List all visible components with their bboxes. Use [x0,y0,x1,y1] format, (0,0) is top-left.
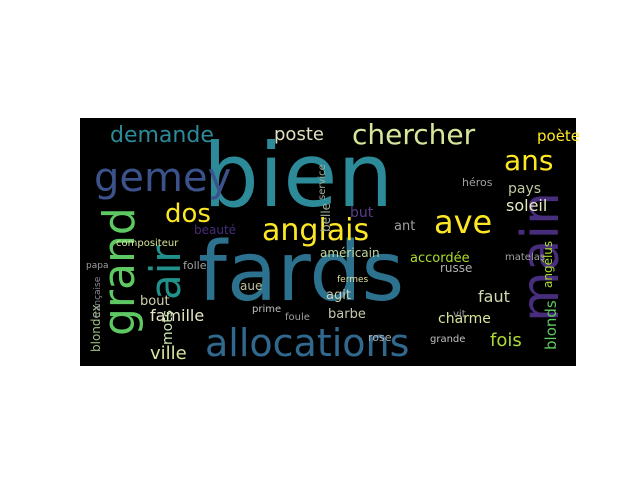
word: française [93,276,103,318]
word: grande [430,334,465,345]
word: barbe [328,307,366,322]
word: héros [462,176,493,189]
word: rose [368,331,392,344]
word: prime [252,304,281,315]
word: service [317,164,328,200]
word: papa [86,261,108,271]
word: faut [478,287,510,306]
word: famille [150,306,204,325]
word: pays [508,181,541,197]
word: but [350,205,374,221]
word: vit [453,309,466,320]
word: poste [274,124,324,145]
word: folle [183,259,207,272]
word: foule [285,312,310,323]
word: chercher [352,118,476,151]
word: poète [537,127,580,145]
word: agit [326,288,351,303]
word: fermes [337,275,369,285]
word: main [511,192,571,322]
word: matelas [505,252,545,263]
word: demande [110,123,214,148]
word: mots [160,310,176,345]
word: gemey [94,155,231,201]
word: aue [240,279,262,293]
word: blonds [542,300,560,350]
word: belle [319,203,333,232]
word: beauté [194,223,236,237]
word: grand [94,207,145,336]
word: russe [440,261,472,275]
word: dos [165,199,211,229]
word: accordée [410,251,470,266]
word: soleil [506,196,547,215]
word: américain [320,246,380,260]
word: ant [394,219,415,234]
word: blondex [89,304,103,352]
word: angélus [541,241,555,288]
word: fois [490,330,522,351]
word: ave [434,203,492,241]
cloud-background [80,118,576,366]
word: ville [150,343,187,364]
word: fards [198,225,404,320]
word: air [141,245,190,300]
word: compositeur [116,238,179,249]
word: charme [438,311,491,327]
word: bout [140,294,170,309]
word: bien [203,124,393,227]
word: ans [504,144,554,177]
word: anglais [262,213,369,248]
word: allocations [205,321,409,365]
